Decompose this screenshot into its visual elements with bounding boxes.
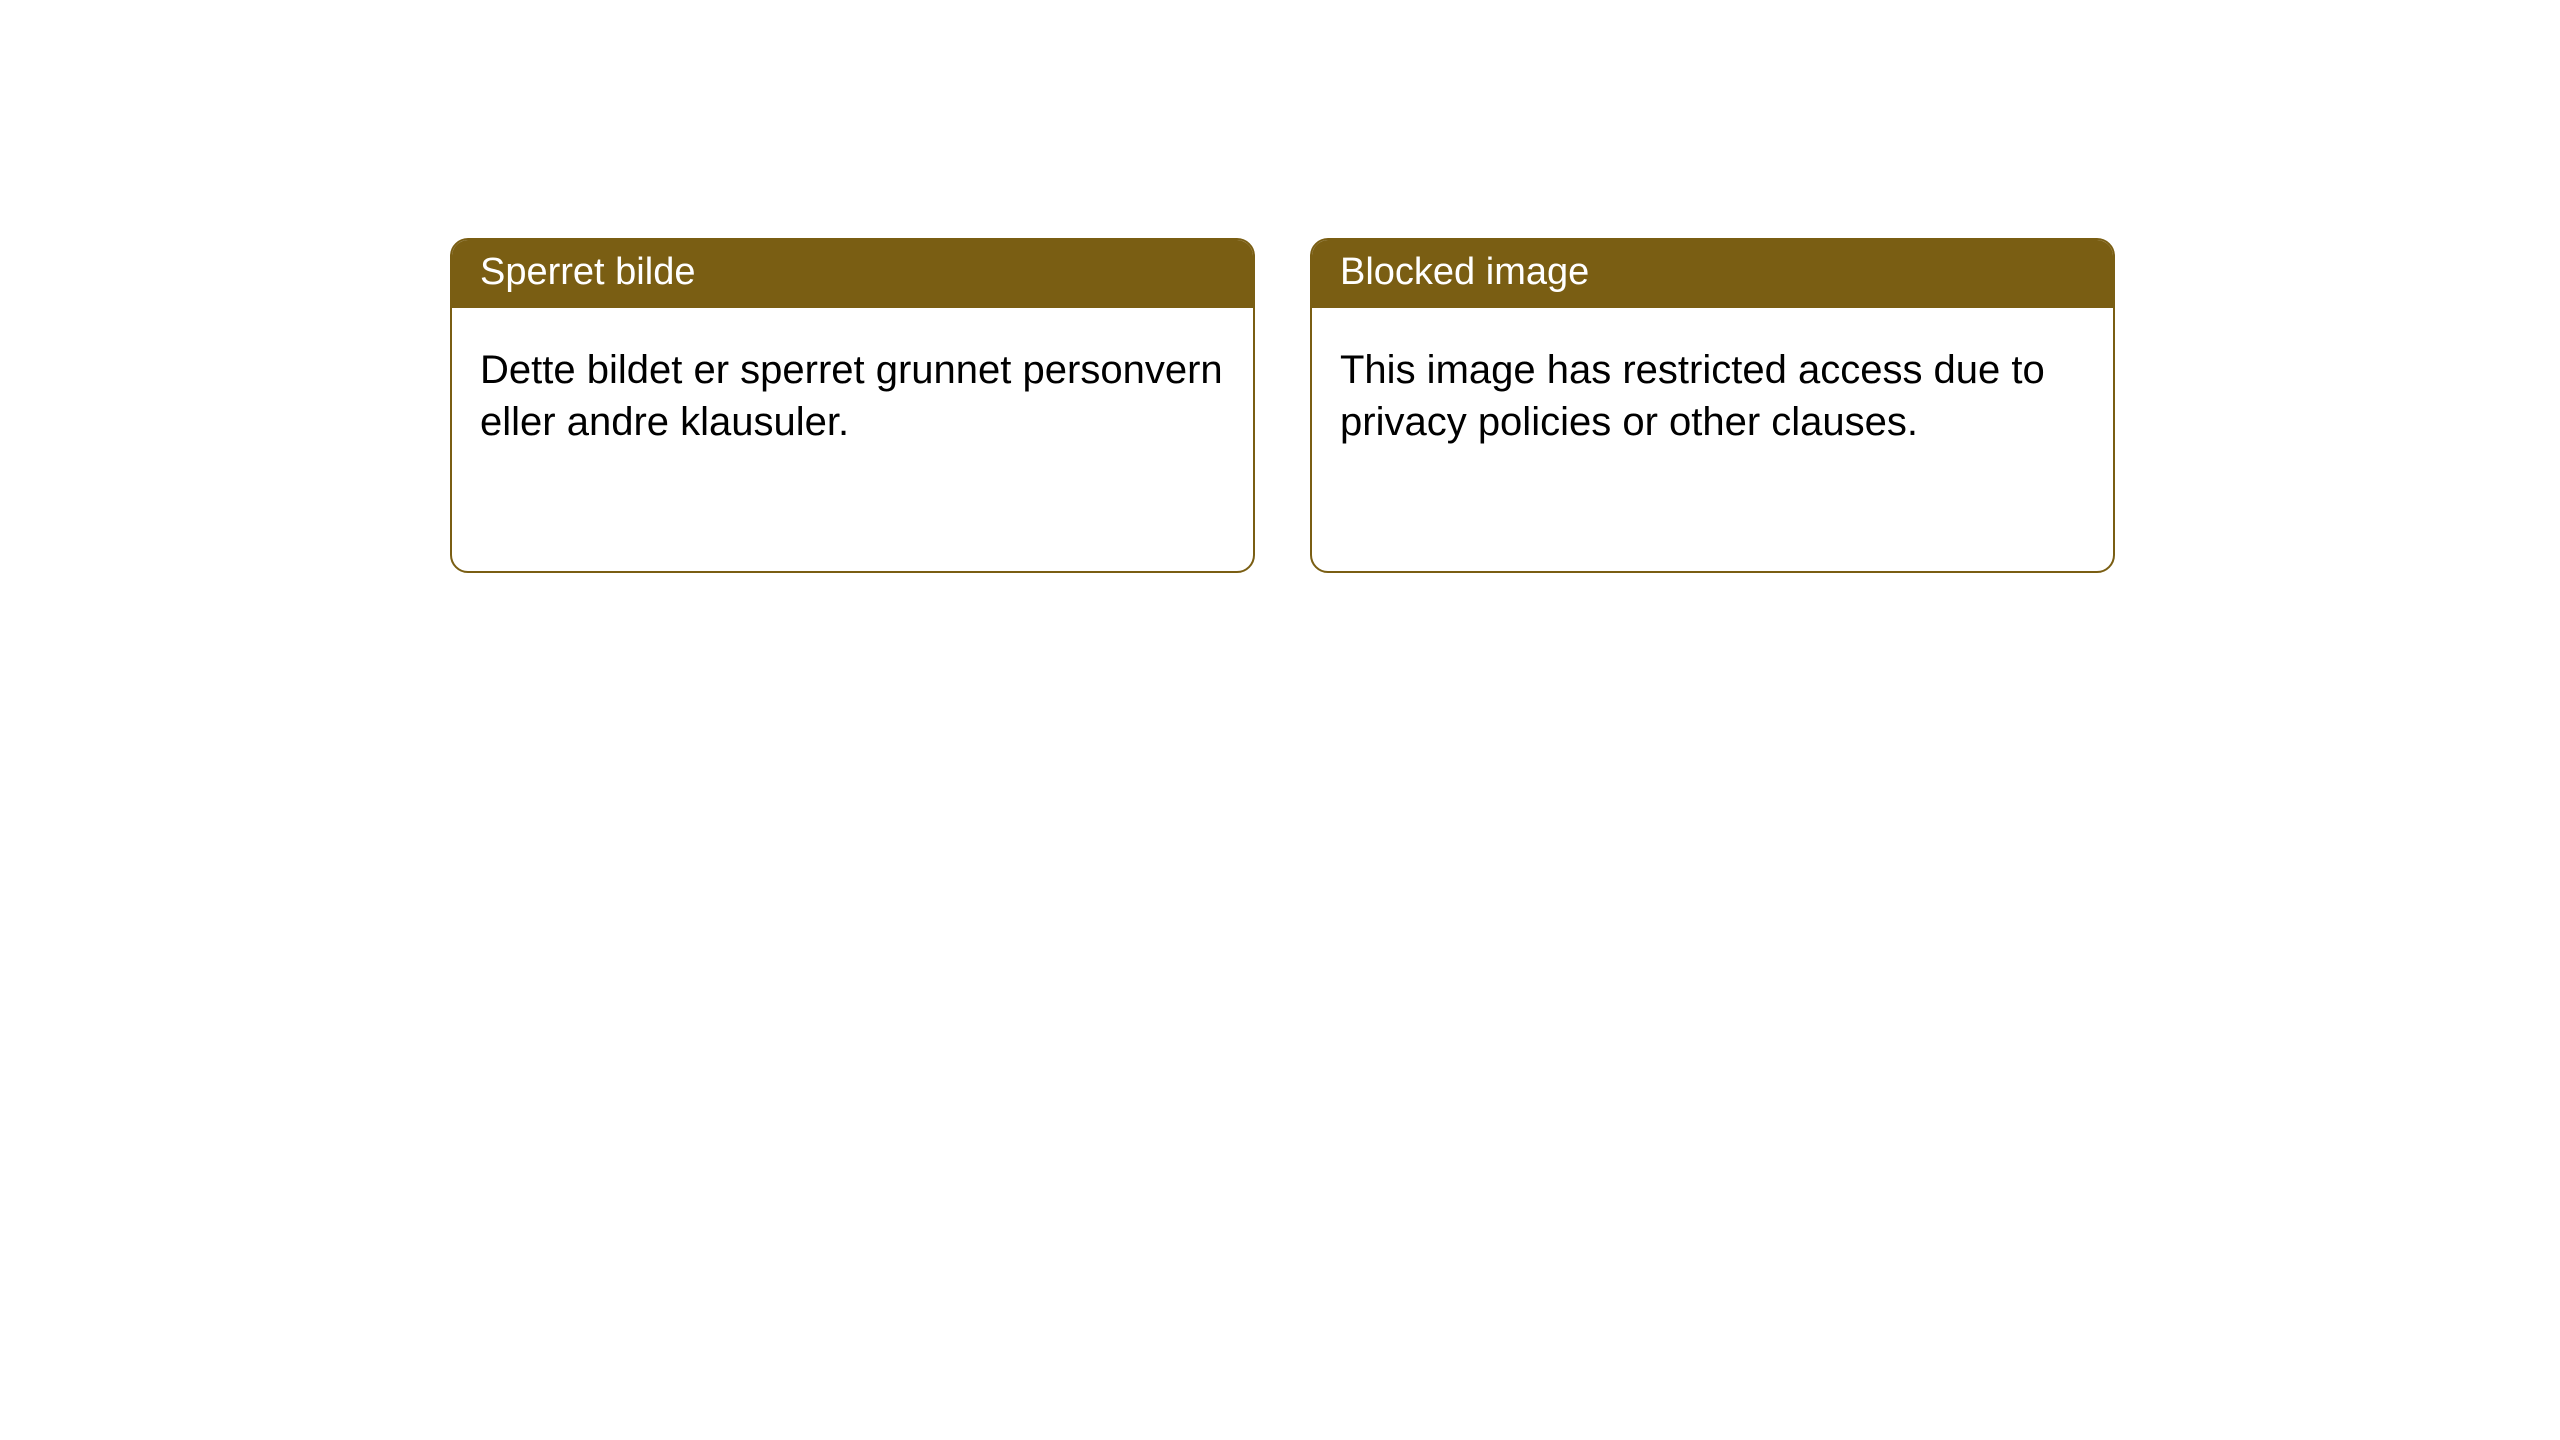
notice-cards-row: Sperret bilde Dette bildet er sperret gr… [450, 238, 2115, 573]
notice-card-en: Blocked image This image has restricted … [1310, 238, 2115, 573]
card-header-en: Blocked image [1312, 240, 2113, 308]
card-header-no: Sperret bilde [452, 240, 1253, 308]
card-body-en: This image has restricted access due to … [1312, 308, 2113, 476]
notice-card-no: Sperret bilde Dette bildet er sperret gr… [450, 238, 1255, 573]
card-body-no: Dette bildet er sperret grunnet personve… [452, 308, 1253, 476]
